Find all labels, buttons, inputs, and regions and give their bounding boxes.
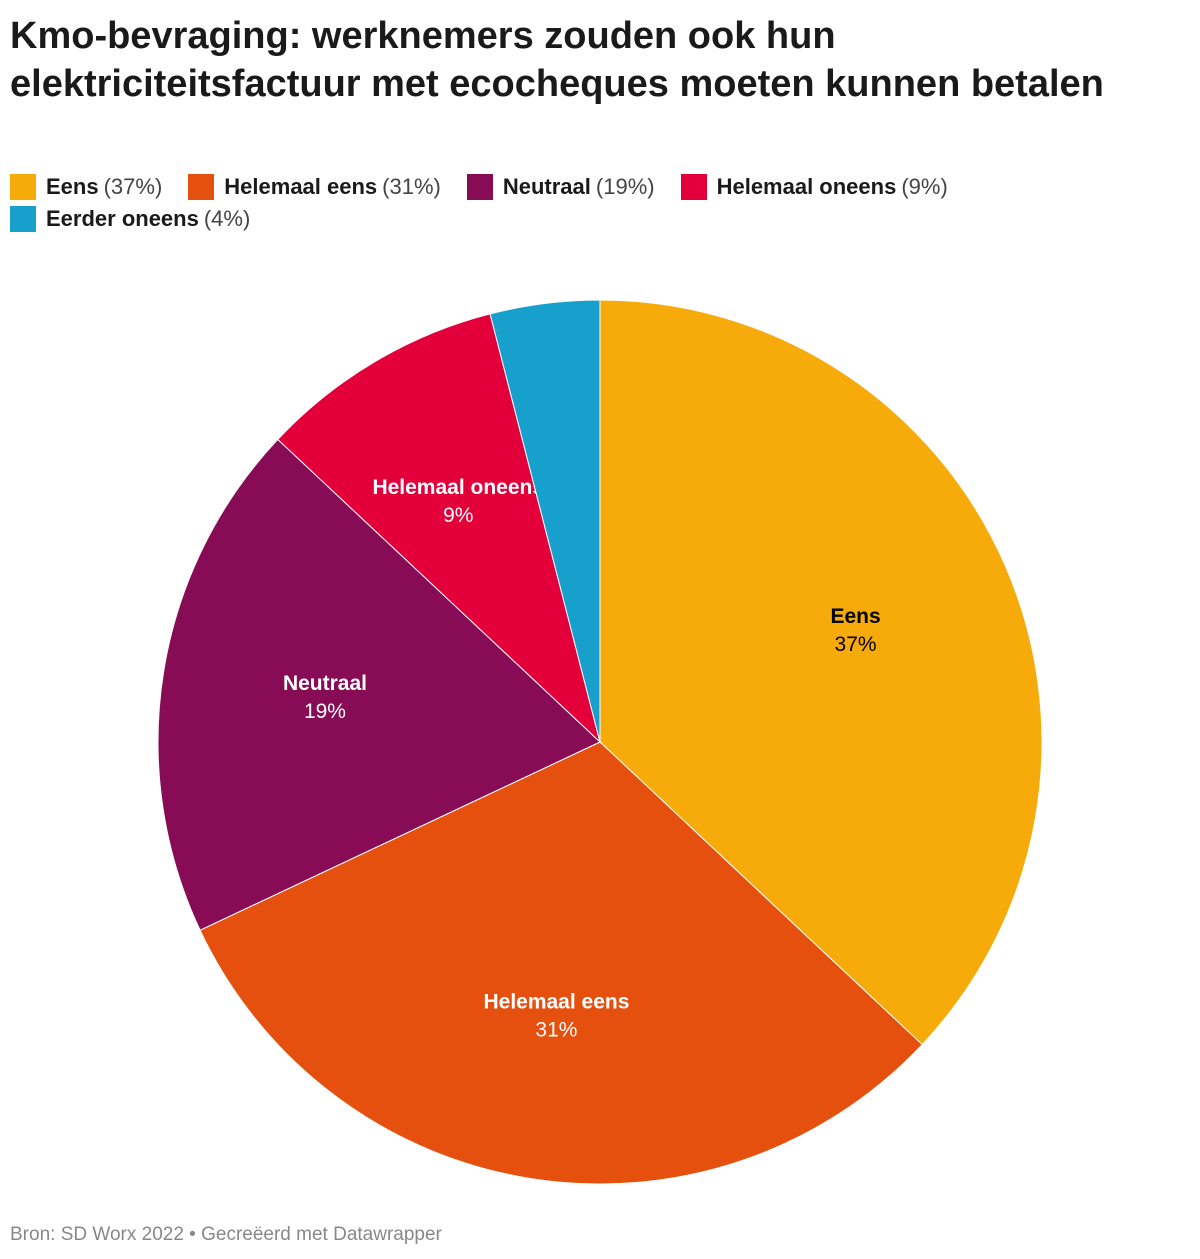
legend-item: Eens (37%) bbox=[10, 174, 162, 200]
legend-item: Neutraal (19%) bbox=[466, 174, 655, 200]
legend-value: (37%) bbox=[103, 174, 163, 199]
legend-item: Eerder oneens (4%) bbox=[10, 206, 250, 232]
slice-value: 31% bbox=[535, 1019, 577, 1042]
slice-label: Eens bbox=[830, 605, 880, 628]
slice-label: Neutraal bbox=[283, 672, 367, 695]
legend-item: Helemaal eens (31%) bbox=[188, 174, 441, 200]
slice-value: 37% bbox=[835, 633, 877, 656]
legend-value: (4%) bbox=[203, 206, 251, 231]
pie-slice bbox=[199, 741, 923, 1185]
slice-value: 9% bbox=[443, 504, 473, 527]
legend-label: Helemaal oneens bbox=[716, 174, 897, 199]
legend-swatch bbox=[10, 174, 36, 200]
slice-label: Helemaal eens bbox=[483, 991, 629, 1014]
legend: Eens (37%) Helemaal eens (31%) Neutraal (19%)… bbox=[10, 174, 1110, 232]
chart-title: Kmo-bevraging: werknemers zouden ook hun… bbox=[10, 15, 1104, 105]
pie-slice bbox=[489, 299, 601, 743]
legend-value: (19%) bbox=[595, 174, 655, 199]
legend-swatch bbox=[466, 174, 493, 200]
legend-label: Helemaal eens bbox=[224, 174, 378, 199]
legend-label: Neutraal bbox=[502, 174, 591, 199]
legend-value: (31%) bbox=[382, 174, 441, 199]
pie-slice bbox=[277, 313, 601, 744]
pie-slice bbox=[599, 299, 1043, 1046]
legend-swatch bbox=[10, 206, 36, 232]
legend-item: Helemaal oneens (9%) bbox=[680, 174, 948, 200]
legend-label: Eerder oneens bbox=[46, 206, 199, 231]
slice-label: Helemaal oneens bbox=[372, 476, 544, 499]
source: Bron: SD Worx 2022 • Gecreëerd met Dataw… bbox=[10, 1224, 442, 1245]
legend-swatch bbox=[680, 174, 707, 200]
legend-value: (9%) bbox=[901, 174, 948, 199]
legend-swatch bbox=[188, 174, 215, 200]
slice-value: 19% bbox=[304, 700, 346, 723]
legend-label: Eens bbox=[46, 174, 99, 199]
pie-slice bbox=[157, 438, 601, 931]
